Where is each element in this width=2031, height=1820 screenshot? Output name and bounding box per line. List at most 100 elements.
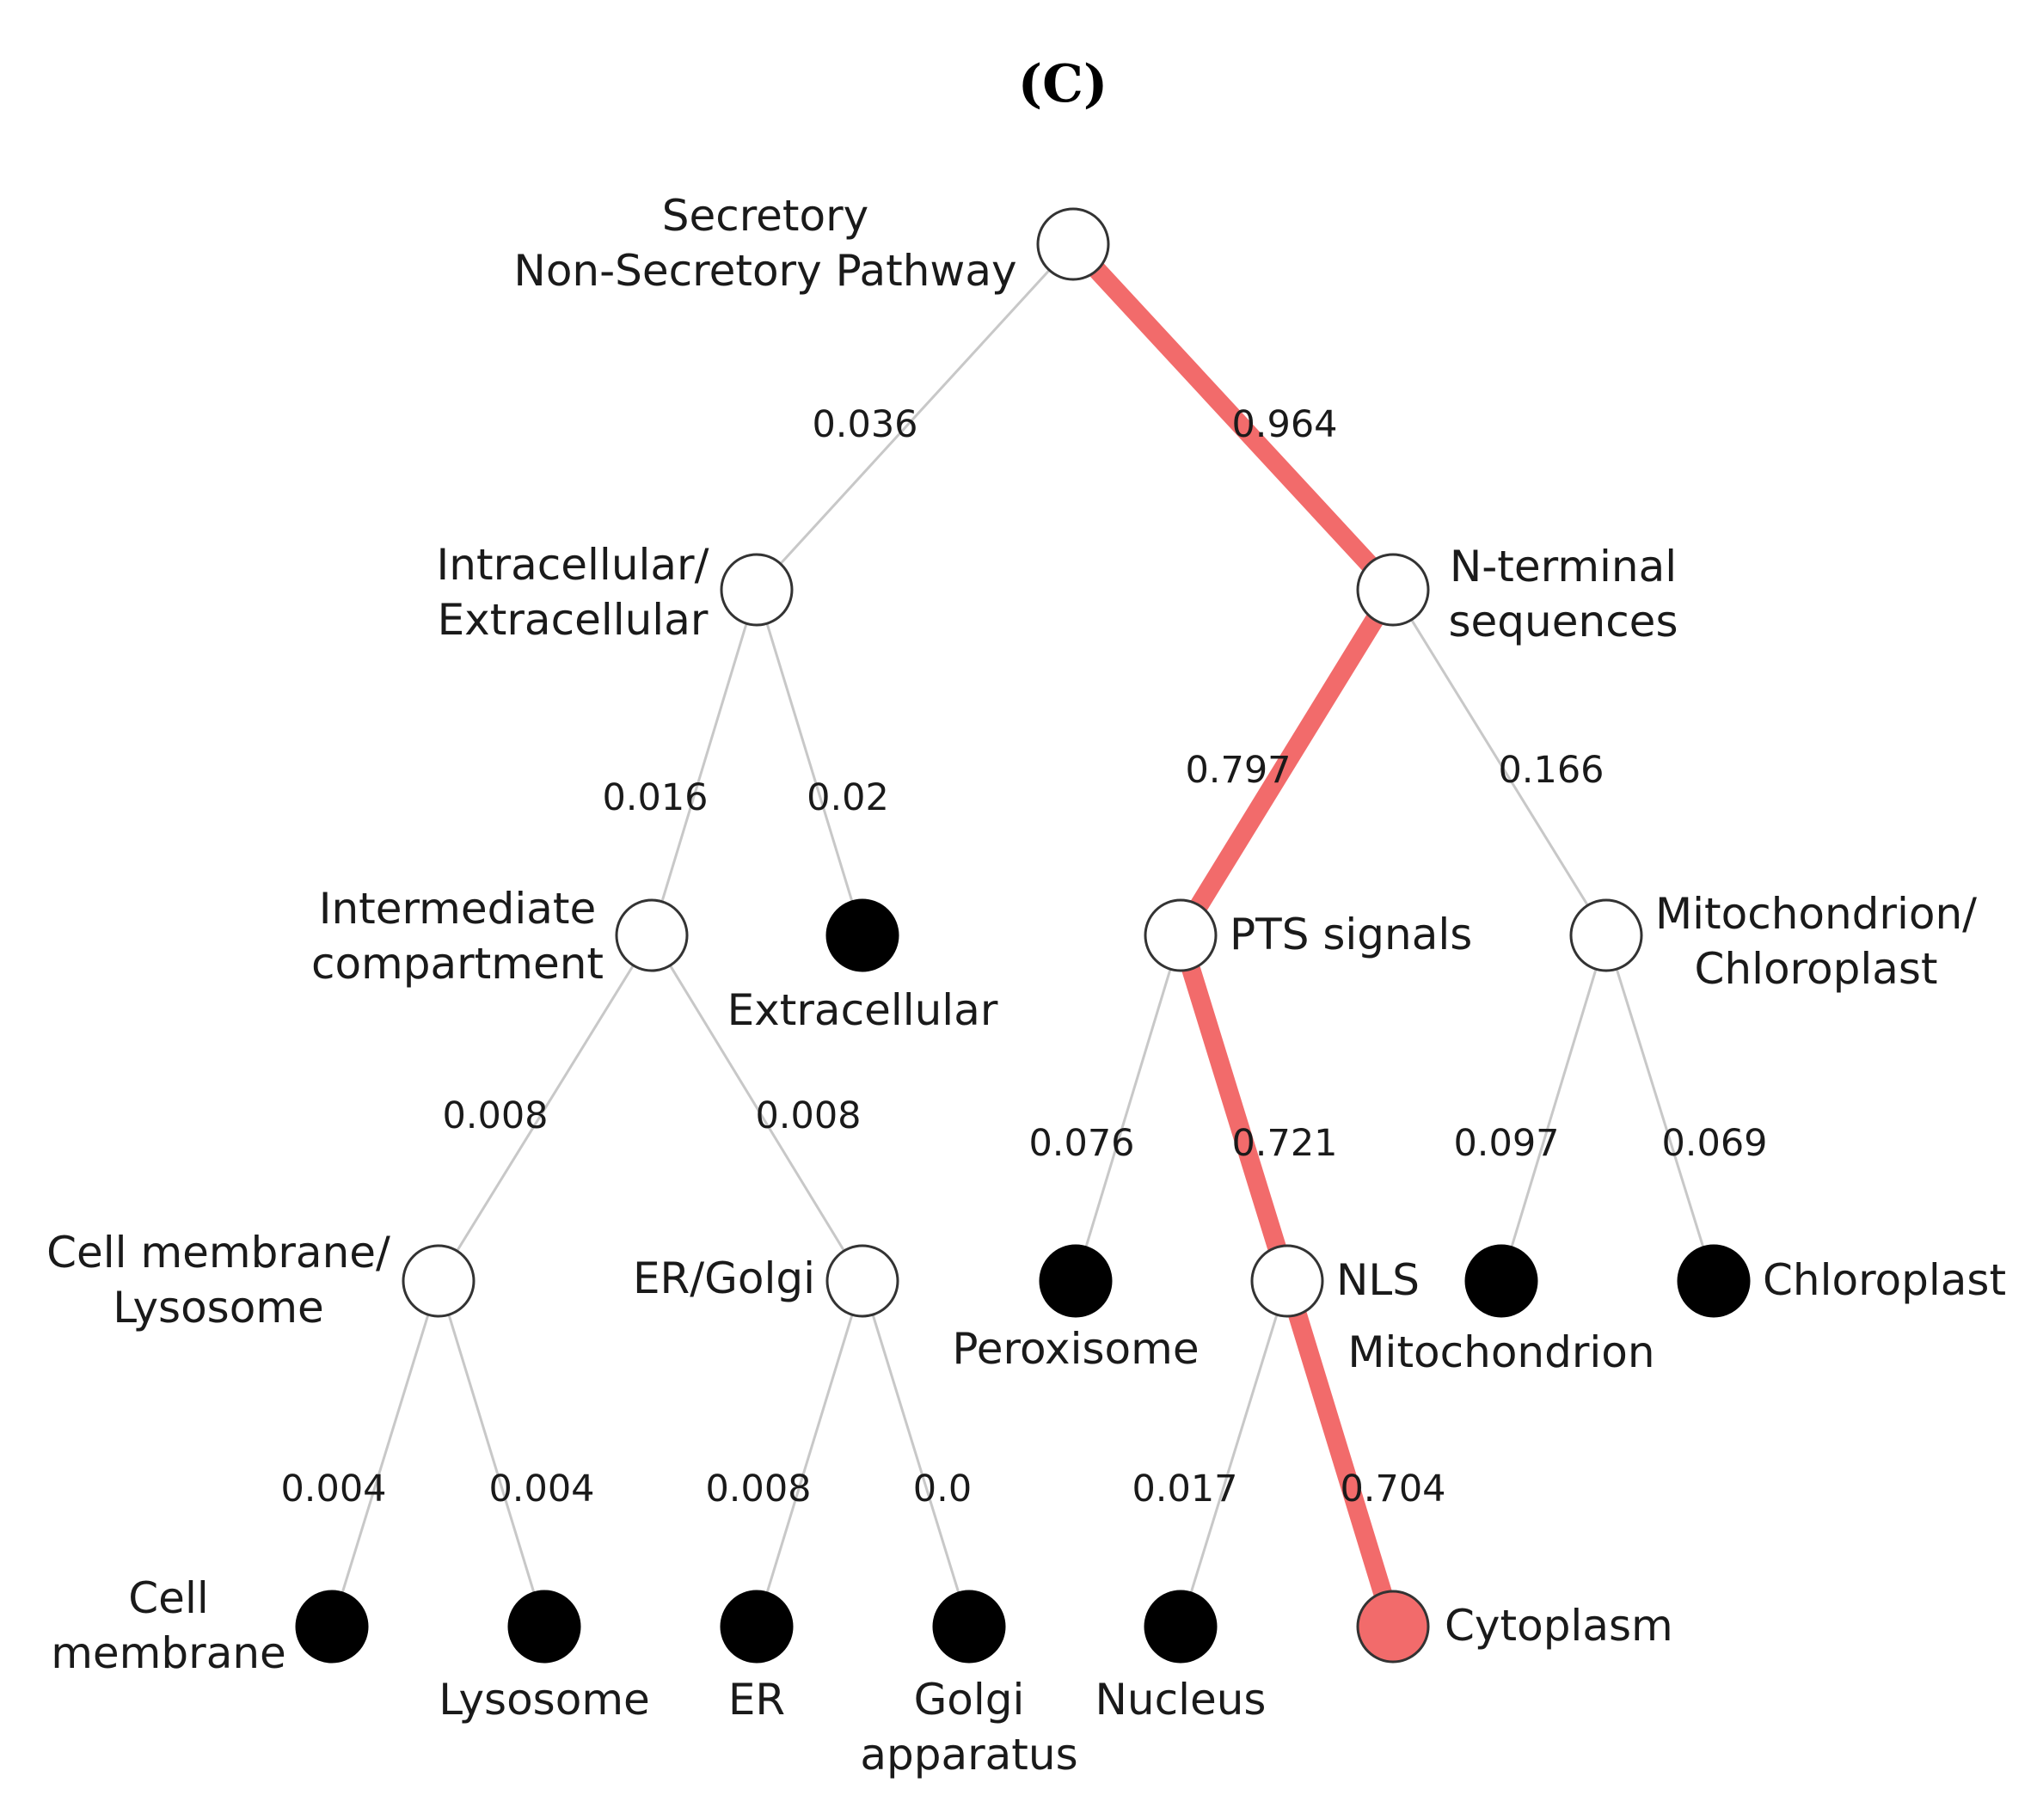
edge-inter-cell_lyso [437,934,653,1283]
node-label-line: sequences [1449,597,1678,646]
edge-nls-cyto [1278,1272,1402,1636]
edge-probability-root-intra: 0.036 [812,403,917,446]
node-label-inter: Intermediate compartment [311,884,604,989]
node-label-perox: Peroxisome [952,1324,1199,1374]
node-label-line: Chloroplast [1763,1255,2006,1305]
edge-er_golgi-golgi [861,1279,971,1628]
node-nterm [1356,553,1430,627]
node-label-root: Secretory Non-Secretory Pathway [513,191,1016,296]
edge-cell_lyso-cellmem [330,1279,440,1628]
node-label-line: Mitochondrion [1347,1327,1654,1377]
node-label-line: N-terminal [1450,542,1677,591]
edge-probability-er_golgi-er: 0.008 [705,1468,811,1511]
edge-probability-intra-extra: 0.02 [807,776,889,819]
node-label-line: Lysosome [113,1283,324,1333]
edge-probability-mito_chloro-chloro: 0.069 [1661,1122,1767,1165]
edge-inter-er_golgi [650,934,864,1283]
node-label-line: membrane [51,1628,286,1678]
node-label-line: Mitochondrion/ [1655,889,1977,939]
node-label-line: Intracellular/ [437,540,709,590]
edge-mito_chloro-chloro [1605,934,1715,1283]
node-label-line: Golgi [914,1675,1025,1725]
edge-probability-root-nterm: 0.964 [1231,403,1337,446]
node-label-line: Extracellular [727,985,998,1035]
node-label-mito_chloro: Mitochondrion/Chloroplast [1655,889,1977,994]
node-label-line: Intermediate [319,884,597,934]
edge-probability-er_golgi-golgi: 0.0 [913,1468,972,1511]
node-er [720,1590,794,1664]
edge-probability-intra-inter: 0.016 [602,776,708,819]
edge-nls-nucleus [1179,1279,1289,1628]
edge-probability-nls-nucleus: 0.017 [1132,1468,1237,1511]
node-label-extra: Extracellular [727,985,998,1035]
node-label-line: Lysosome [439,1675,650,1725]
node-label-line: Secretory [662,191,869,241]
edge-probability-nterm-mito_chloro: 0.166 [1498,749,1604,792]
edge-probability-cell_lyso-lyso: 0.004 [488,1468,594,1511]
edge-nterm-mito_chloro [1391,588,1608,937]
node-label-line: PTS signals [1230,910,1472,959]
node-er_golgi [825,1244,899,1318]
edge-pts-perox [1074,934,1182,1283]
node-mito [1464,1244,1538,1318]
node-pts [1144,898,1218,972]
edge-probability-mito_chloro-mito: 0.097 [1453,1122,1559,1165]
node-intra [720,553,794,627]
edge-probability-cell_lyso-cellmem: 0.004 [280,1468,386,1511]
node-label-line: compartment [311,939,604,989]
node-label-line: Cell [128,1573,208,1623]
node-label-line: Cell membrane/ [46,1228,390,1278]
node-label-line: Chloroplast [1694,944,1937,994]
node-lyso [507,1590,581,1664]
node-label-golgi: Golgi apparatus [860,1675,1077,1780]
edge-probability-nls-cyto: 0.704 [1340,1468,1445,1511]
panel-title: (C) [1018,54,1108,114]
node-label-line: Extracellular [438,595,709,645]
node-label-intra: Intracellular/Extracellular [437,540,709,645]
edge-probability-inter-cell_lyso: 0.008 [442,1094,548,1137]
node-label-line: NLS [1336,1255,1420,1305]
node-extra [825,898,899,972]
node-label-line: Nucleus [1095,1675,1267,1725]
edge-labels-layer: 0.036 0.964 0.016 0.02 0.797 0.166 0.008 0.008 0… [280,403,1767,1511]
nodes-layer [295,207,1751,1664]
node-label-line: ER [728,1675,785,1725]
node-label-er_golgi: ER/Golgi [633,1253,815,1303]
node-label-line: Peroxisome [952,1324,1199,1374]
node-mito_chloro [1569,898,1643,972]
node-cell_lyso [402,1244,476,1318]
node-label-nls: NLS [1336,1255,1420,1305]
node-cyto [1356,1590,1430,1664]
edge-probability-inter-er_golgi: 0.008 [755,1094,861,1137]
node-label-nterm: N-terminal sequences [1449,542,1678,646]
node-label-cyto: Cytoplasm [1445,1601,1673,1651]
edge-pts-nls [1171,926,1297,1290]
node-root [1036,207,1110,281]
node-cellmem [295,1590,369,1664]
node-chloro [1677,1244,1751,1318]
edge-probability-pts-nls: 0.721 [1231,1122,1337,1165]
edges-layer [330,235,1715,1636]
edge-root-intra [755,242,1075,591]
node-label-line: apparatus [860,1730,1077,1780]
edge-er_golgi-er [755,1279,864,1628]
node-label-er: ER [728,1675,785,1725]
node-golgi [932,1590,1006,1664]
node-label-line: ER/Golgi [633,1253,815,1303]
node-label-cellmem: Cell membrane [51,1573,286,1678]
edge-mito_chloro-mito [1500,934,1608,1283]
node-label-cell_lyso: Cell membrane/Lysosome [46,1228,390,1333]
edge-intra-inter [650,588,758,937]
node-label-chloro: Chloroplast [1763,1255,2006,1305]
node-label-lyso: Lysosome [439,1675,650,1725]
node-nucleus [1144,1590,1218,1664]
edge-cell_lyso-lyso [437,1279,546,1628]
node-labels-layer: Secretory Non-Secretory Pathway Intracellu… [46,191,2006,1780]
node-label-nucleus: Nucleus [1095,1675,1267,1725]
edge-probability-nterm-pts: 0.797 [1185,749,1291,792]
node-nls [1250,1244,1324,1318]
edge-probability-pts-perox: 0.076 [1028,1122,1134,1165]
node-inter [615,898,689,972]
node-label-mito: Mitochondrion [1347,1327,1654,1377]
